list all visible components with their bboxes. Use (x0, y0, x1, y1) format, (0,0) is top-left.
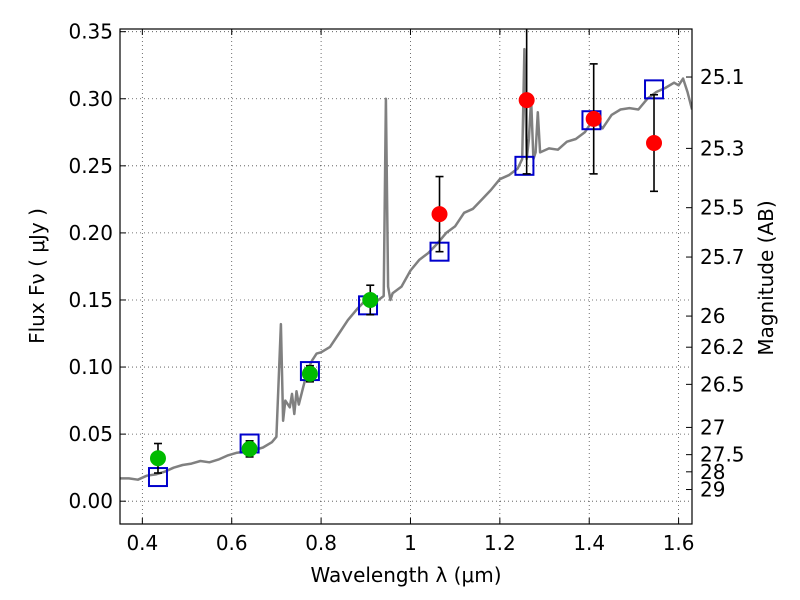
y-tick-label: 0.10 (68, 355, 113, 379)
y-axis-label: Flux Fν ( μJy ) (25, 208, 49, 344)
y-tick-label: 0.35 (68, 20, 113, 44)
y2-tick-label: 27.5 (700, 443, 745, 467)
y2-tick-label: 25.7 (700, 245, 745, 269)
x-tick-label: 1 (404, 531, 417, 555)
x-tick-label: 1.6 (663, 531, 695, 555)
tick-labels: 0.4 0.6 0.8 1 1.2 1.4 1.6 0.00 0.05 0.10 0.15 0.20 0… (68, 20, 744, 555)
y2-tick-label: 26.5 (700, 372, 745, 396)
model-photometry-square (514, 155, 535, 176)
optical-detection-point (362, 291, 379, 308)
sed-template-line (120, 47, 692, 481)
data-group (120, 29, 692, 488)
y-tick-label: 0.30 (68, 87, 113, 111)
x-tick-label: 0.4 (126, 531, 158, 555)
y2-tick-label: 27 (700, 415, 725, 439)
y2-tick-label: 29 (700, 478, 725, 502)
axis-ticks (120, 29, 692, 524)
y2-tick-label: 25.3 (700, 136, 745, 160)
grid (120, 29, 692, 524)
optical-detection-point (301, 365, 318, 382)
x-tick-label: 0.6 (216, 531, 248, 555)
y-tick-label: 0.15 (68, 288, 113, 312)
nir-detection-point (585, 110, 602, 127)
nir-detection-point (646, 135, 663, 152)
y2-tick-label: 26.2 (700, 335, 745, 359)
plot-frame (119, 28, 693, 525)
y-tick-label: 0.25 (68, 154, 113, 178)
nir-detection-point (518, 92, 535, 109)
optical-detection-point (241, 440, 258, 457)
y2-tick-label: 25.1 (700, 65, 745, 89)
y-tick-label: 0.00 (68, 489, 113, 513)
plot-area (120, 29, 692, 488)
nir-detection-point (431, 206, 448, 223)
y2-axis-label: Magnitude (AB) (754, 200, 778, 355)
y2-tick-label: 28 (700, 460, 725, 484)
y-tick-label: 0.05 (68, 422, 113, 446)
y2-tick-label: 26 (700, 304, 725, 328)
x-tick-label: 1.4 (573, 531, 605, 555)
x-tick-label: 1.2 (484, 531, 516, 555)
x-tick-label: 0.8 (305, 531, 337, 555)
x-axis-label: Wavelength λ (μm) (310, 563, 501, 587)
y-tick-label: 0.20 (68, 221, 113, 245)
optical-detection-point (149, 450, 166, 467)
y2-tick-label: 25.5 (700, 196, 745, 220)
